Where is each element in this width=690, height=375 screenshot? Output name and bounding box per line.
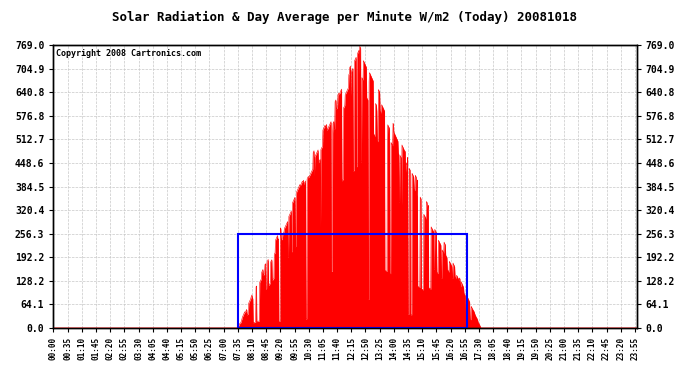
Text: Solar Radiation & Day Average per Minute W/m2 (Today) 20081018: Solar Radiation & Day Average per Minute… xyxy=(112,11,578,24)
Bar xyxy=(238,234,467,328)
Text: Copyright 2008 Cartronics.com: Copyright 2008 Cartronics.com xyxy=(57,50,201,58)
